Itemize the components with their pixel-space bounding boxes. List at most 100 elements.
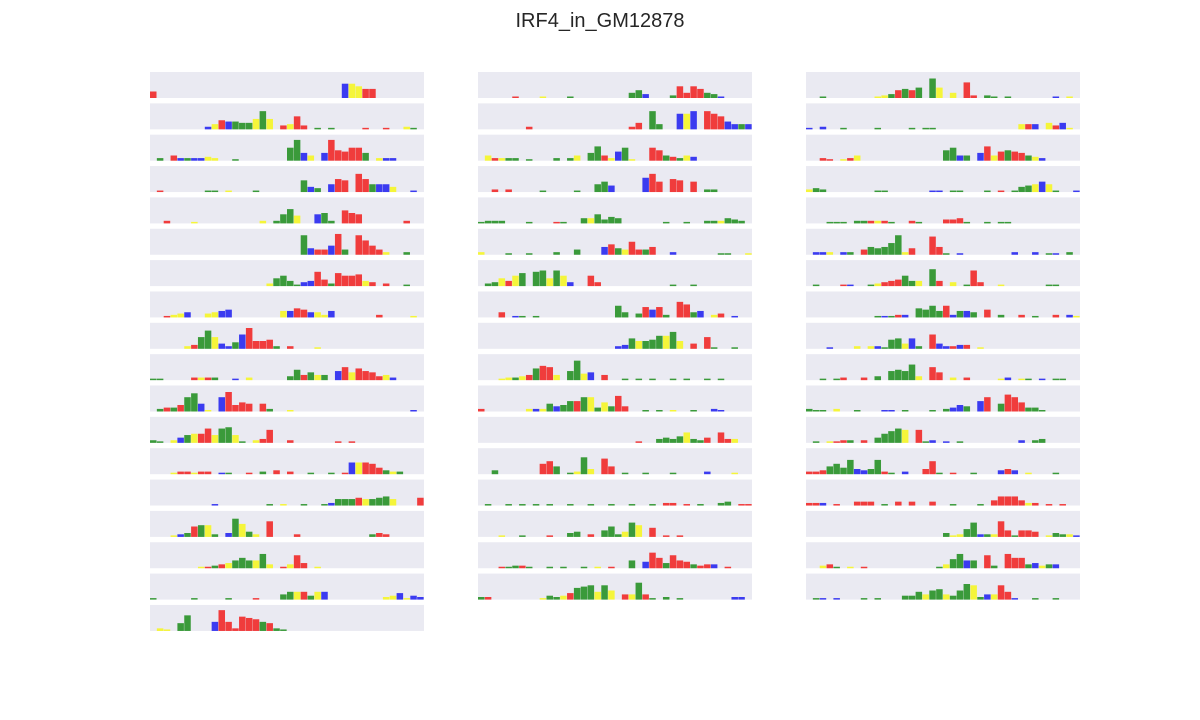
sequence-panel [806,322,1080,349]
bar-A [560,221,567,224]
bar-T [662,535,670,537]
bar-T [656,307,663,318]
bar-T [881,220,888,224]
bar-G [573,471,581,475]
bar-A [156,378,164,381]
bar-C [191,158,198,161]
sequence-panel [478,260,752,287]
bar-C [649,309,656,318]
bar-G [204,525,212,537]
bar-A [977,597,984,600]
bar-C [382,158,390,161]
sequence-panel [806,542,1080,569]
bar-A [580,586,588,600]
sequence-panel [806,260,1080,287]
bar-T [232,628,239,631]
bar-G [943,594,950,600]
bar-T [204,471,212,475]
bar-A [505,253,512,255]
bar-A [232,121,239,130]
bar-A [704,220,711,224]
bar-A [177,623,184,631]
sequence-panel [478,72,752,98]
bar-T [724,566,732,569]
bar-A [1004,221,1012,224]
bar-A [512,377,519,381]
sequence-panel [806,72,1080,98]
bar-T [1018,500,1025,506]
bar-C [532,408,540,412]
bar-C [1052,96,1060,98]
bar-G [498,535,506,537]
bar-A [376,497,383,506]
bar-C [943,346,950,349]
bar-T [649,552,656,569]
bar-T [908,501,916,506]
bar-A [1018,186,1025,193]
bar-A [232,518,239,537]
bar-G [314,566,321,569]
panel-background [150,604,424,631]
bar-T [362,462,369,475]
sequence-panel [150,573,424,600]
bar-T [498,312,506,318]
bar-C [956,405,964,412]
bar-A [943,408,950,412]
bar-G [1032,156,1039,161]
bar-C [218,472,226,475]
bar-T [669,156,677,161]
bar-C [888,410,895,412]
bar-T [984,397,991,412]
bar-G [949,282,957,287]
bar-G [949,92,957,98]
sequence-panel [150,479,424,506]
bar-A [1032,598,1039,600]
bar-C [1073,535,1080,537]
bar-C [847,284,854,287]
bar-T [676,180,684,193]
bar-T [895,279,902,287]
bar-T [163,407,171,412]
bar-T [881,471,888,475]
bar-A [1066,252,1073,255]
bar-A [204,190,212,193]
bar-A [512,565,519,569]
bar-A [949,190,957,193]
bar-G [997,284,1005,287]
bar-T [860,440,868,443]
bar-A [840,467,847,475]
bar-G [1018,124,1025,130]
bar-A [710,347,718,349]
bar-A [328,472,335,475]
bar-A [683,378,691,381]
bar-A [908,280,916,287]
bar-A [239,557,246,569]
bar-G [853,155,861,161]
bar-G [1066,96,1073,98]
bar-T [245,617,253,631]
bar-A [484,504,492,506]
bar-A [587,152,595,161]
bar-G [608,158,615,161]
bar-C [724,121,732,130]
bar-C [307,312,315,318]
bar-A [615,248,622,255]
bar-A [382,470,390,475]
sequence-panel [806,134,1080,161]
bar-C [417,597,424,600]
bar-T [922,469,929,475]
bar-C [717,410,725,412]
panel-background [806,354,1080,381]
bar-A [321,504,328,506]
bar-G [266,564,273,569]
bar-A [874,190,882,193]
bar-G [956,534,964,537]
bar-G [225,190,232,193]
bar-A [717,253,725,255]
bar-C [389,377,397,381]
bar-G [389,471,397,475]
bar-A [649,339,656,349]
bar-G [1045,122,1053,130]
sequence-panel [478,416,752,443]
bar-T [676,535,684,537]
